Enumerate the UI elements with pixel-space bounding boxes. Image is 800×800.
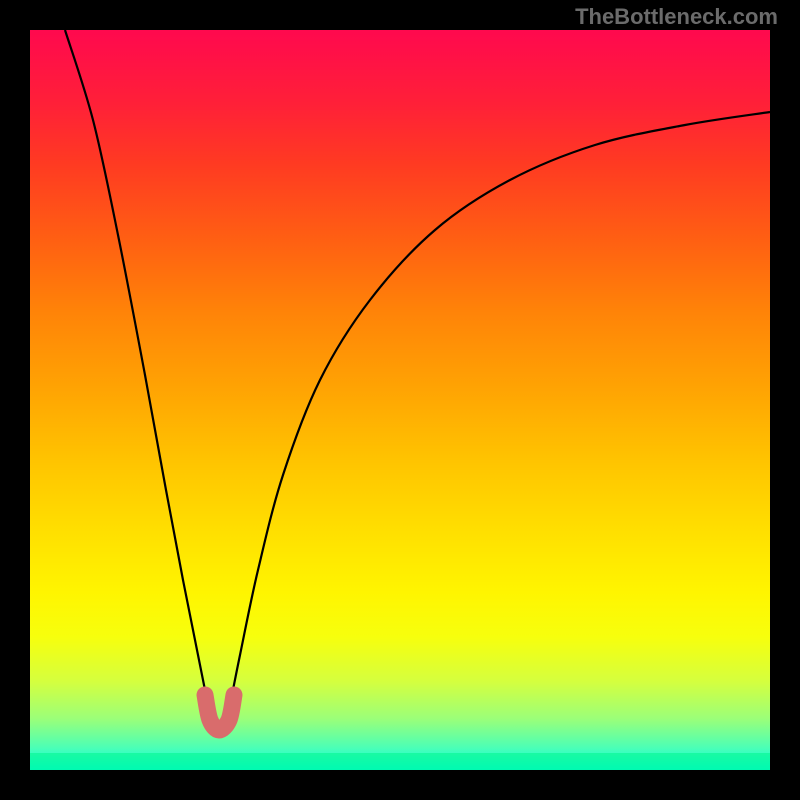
plot-background: [30, 30, 770, 770]
bottleneck-chart: [0, 0, 800, 800]
watermark-text: TheBottleneck.com: [575, 4, 778, 30]
optimal-band: [30, 753, 770, 770]
